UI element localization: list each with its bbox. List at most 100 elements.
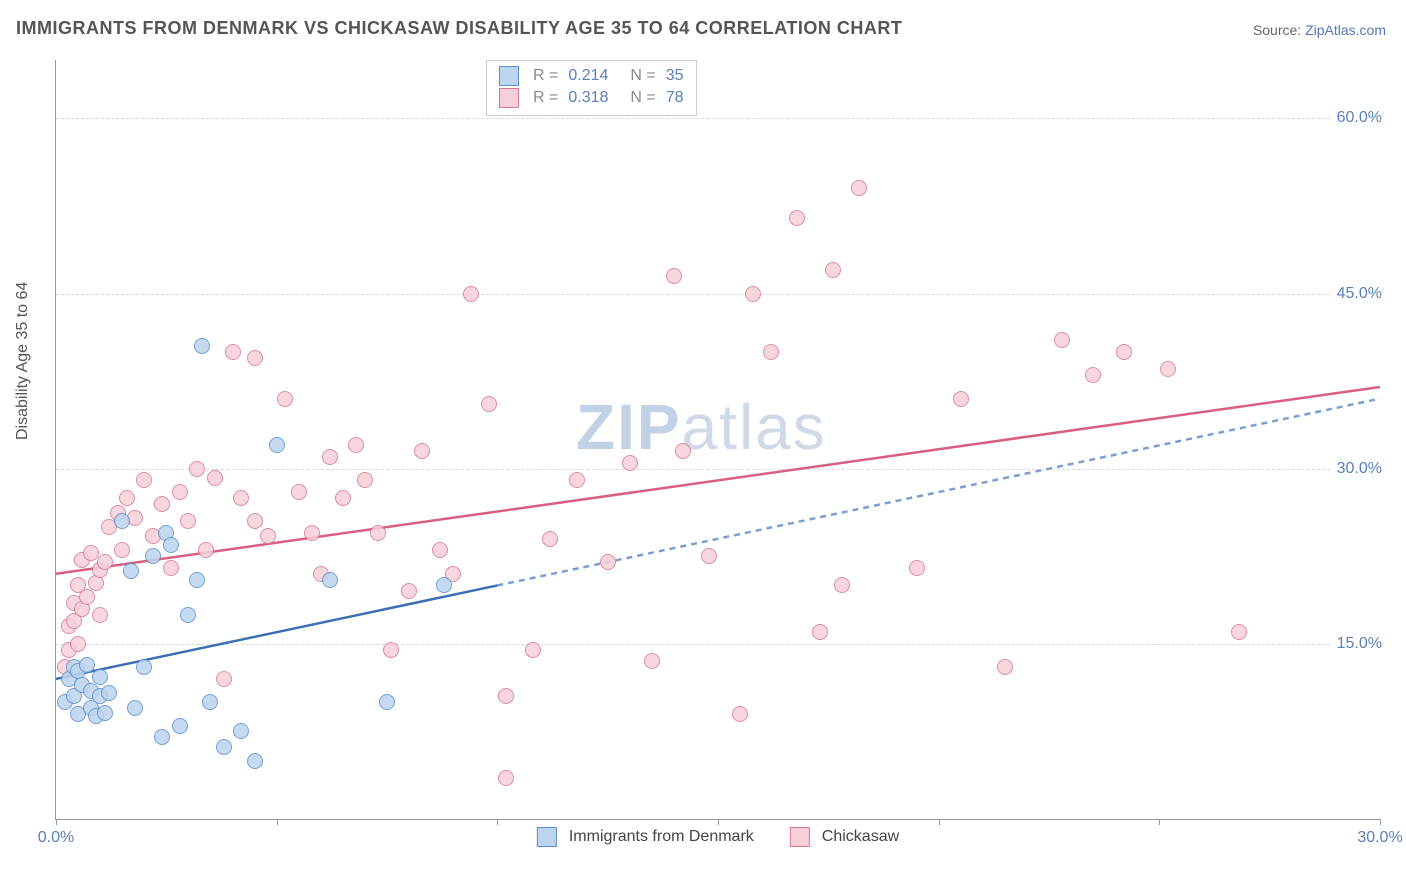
scatter-point-chickasaw <box>225 344 241 360</box>
scatter-point-chickasaw <box>542 531 558 547</box>
scatter-point-denmark <box>247 753 263 769</box>
scatter-point-chickasaw <box>163 560 179 576</box>
scatter-point-chickasaw <box>260 528 276 544</box>
scatter-point-chickasaw <box>198 542 214 558</box>
scatter-point-chickasaw <box>569 472 585 488</box>
x-tick <box>277 819 278 825</box>
scatter-point-chickasaw <box>180 513 196 529</box>
scatter-point-chickasaw <box>291 484 307 500</box>
stats-row-chickasaw: R = 0.318 N = 78 <box>499 87 684 109</box>
scatter-point-chickasaw <box>825 262 841 278</box>
scatter-point-chickasaw <box>136 472 152 488</box>
scatter-point-chickasaw <box>789 210 805 226</box>
scatter-point-chickasaw <box>70 636 86 652</box>
scatter-point-chickasaw <box>1116 344 1132 360</box>
scatter-point-chickasaw <box>97 554 113 570</box>
scatter-point-chickasaw <box>851 180 867 196</box>
scatter-point-chickasaw <box>666 268 682 284</box>
scatter-point-denmark <box>202 694 218 710</box>
swatch-chickasaw <box>499 88 519 108</box>
scatter-point-chickasaw <box>233 490 249 506</box>
scatter-point-denmark <box>269 437 285 453</box>
scatter-point-denmark <box>180 607 196 623</box>
scatter-point-chickasaw <box>644 653 660 669</box>
scatter-point-chickasaw <box>247 513 263 529</box>
gridline-h <box>56 644 1380 645</box>
legend-item-chickasaw: Chickasaw <box>790 827 899 847</box>
scatter-point-chickasaw <box>1160 361 1176 377</box>
scatter-point-chickasaw <box>114 542 130 558</box>
trend-line <box>56 585 497 678</box>
scatter-point-chickasaw <box>401 583 417 599</box>
scatter-point-chickasaw <box>525 642 541 658</box>
scatter-point-chickasaw <box>745 286 761 302</box>
scatter-point-chickasaw <box>732 706 748 722</box>
n-label: N = <box>630 65 655 87</box>
x-tick <box>1159 819 1160 825</box>
scatter-point-chickasaw <box>348 437 364 453</box>
scatter-point-chickasaw <box>1054 332 1070 348</box>
swatch-denmark <box>537 827 557 847</box>
x-tick <box>939 819 940 825</box>
scatter-point-denmark <box>114 513 130 529</box>
legend-label-denmark: Immigrants from Denmark <box>569 828 754 846</box>
legend-label-chickasaw: Chickasaw <box>822 828 899 846</box>
swatch-denmark <box>499 66 519 86</box>
scatter-point-chickasaw <box>997 659 1013 675</box>
stats-legend: R = 0.214 N = 35 R = 0.318 N = 78 <box>486 60 697 116</box>
scatter-point-denmark <box>172 718 188 734</box>
scatter-point-chickasaw <box>172 484 188 500</box>
x-tick <box>497 819 498 825</box>
watermark: ZIPatlas <box>576 390 827 464</box>
scatter-point-denmark <box>127 700 143 716</box>
r-value-denmark: 0.214 <box>568 65 608 87</box>
source-link[interactable]: ZipAtlas.com <box>1305 22 1386 38</box>
scatter-point-chickasaw <box>414 443 430 459</box>
swatch-chickasaw <box>790 827 810 847</box>
y-tick-label: 45.0% <box>1331 285 1382 303</box>
source-label: Source: <box>1253 22 1305 38</box>
watermark-zip: ZIP <box>576 391 682 463</box>
scatter-point-chickasaw <box>953 391 969 407</box>
scatter-point-chickasaw <box>370 525 386 541</box>
gridline-h <box>56 294 1380 295</box>
scatter-point-chickasaw <box>79 589 95 605</box>
bottom-legend: Immigrants from Denmark Chickasaw <box>537 827 899 847</box>
scatter-point-chickasaw <box>92 607 108 623</box>
scatter-point-chickasaw <box>154 496 170 512</box>
scatter-point-denmark <box>123 563 139 579</box>
scatter-point-chickasaw <box>335 490 351 506</box>
y-tick-label: 60.0% <box>1331 109 1382 127</box>
scatter-point-chickasaw <box>498 770 514 786</box>
scatter-point-chickasaw <box>481 396 497 412</box>
gridline-h <box>56 469 1380 470</box>
n-label: N = <box>630 87 655 109</box>
scatter-point-chickasaw <box>1231 624 1247 640</box>
y-tick-label: 30.0% <box>1331 460 1382 478</box>
scatter-point-denmark <box>379 694 395 710</box>
chart-title: IMMIGRANTS FROM DENMARK VS CHICKASAW DIS… <box>16 18 902 39</box>
scatter-point-denmark <box>233 723 249 739</box>
y-axis-label: Disability Age 35 to 64 <box>14 282 32 440</box>
scatter-point-chickasaw <box>304 525 320 541</box>
scatter-point-denmark <box>194 338 210 354</box>
scatter-point-chickasaw <box>600 554 616 570</box>
scatter-point-denmark <box>145 548 161 564</box>
r-label: R = <box>533 87 558 109</box>
x-tick-label: 0.0% <box>38 829 74 847</box>
scatter-point-chickasaw <box>463 286 479 302</box>
legend-item-denmark: Immigrants from Denmark <box>537 827 754 847</box>
scatter-point-chickasaw <box>498 688 514 704</box>
scatter-point-chickasaw <box>1085 367 1101 383</box>
scatter-point-chickasaw <box>622 455 638 471</box>
source-attribution: Source: ZipAtlas.com <box>1253 22 1386 38</box>
watermark-atlas: atlas <box>682 391 827 463</box>
r-label: R = <box>533 65 558 87</box>
scatter-point-chickasaw <box>675 443 691 459</box>
scatter-point-chickasaw <box>383 642 399 658</box>
scatter-point-denmark <box>136 659 152 675</box>
stats-row-denmark: R = 0.214 N = 35 <box>499 65 684 87</box>
scatter-point-denmark <box>163 537 179 553</box>
n-value-denmark: 35 <box>666 65 684 87</box>
scatter-point-denmark <box>97 705 113 721</box>
